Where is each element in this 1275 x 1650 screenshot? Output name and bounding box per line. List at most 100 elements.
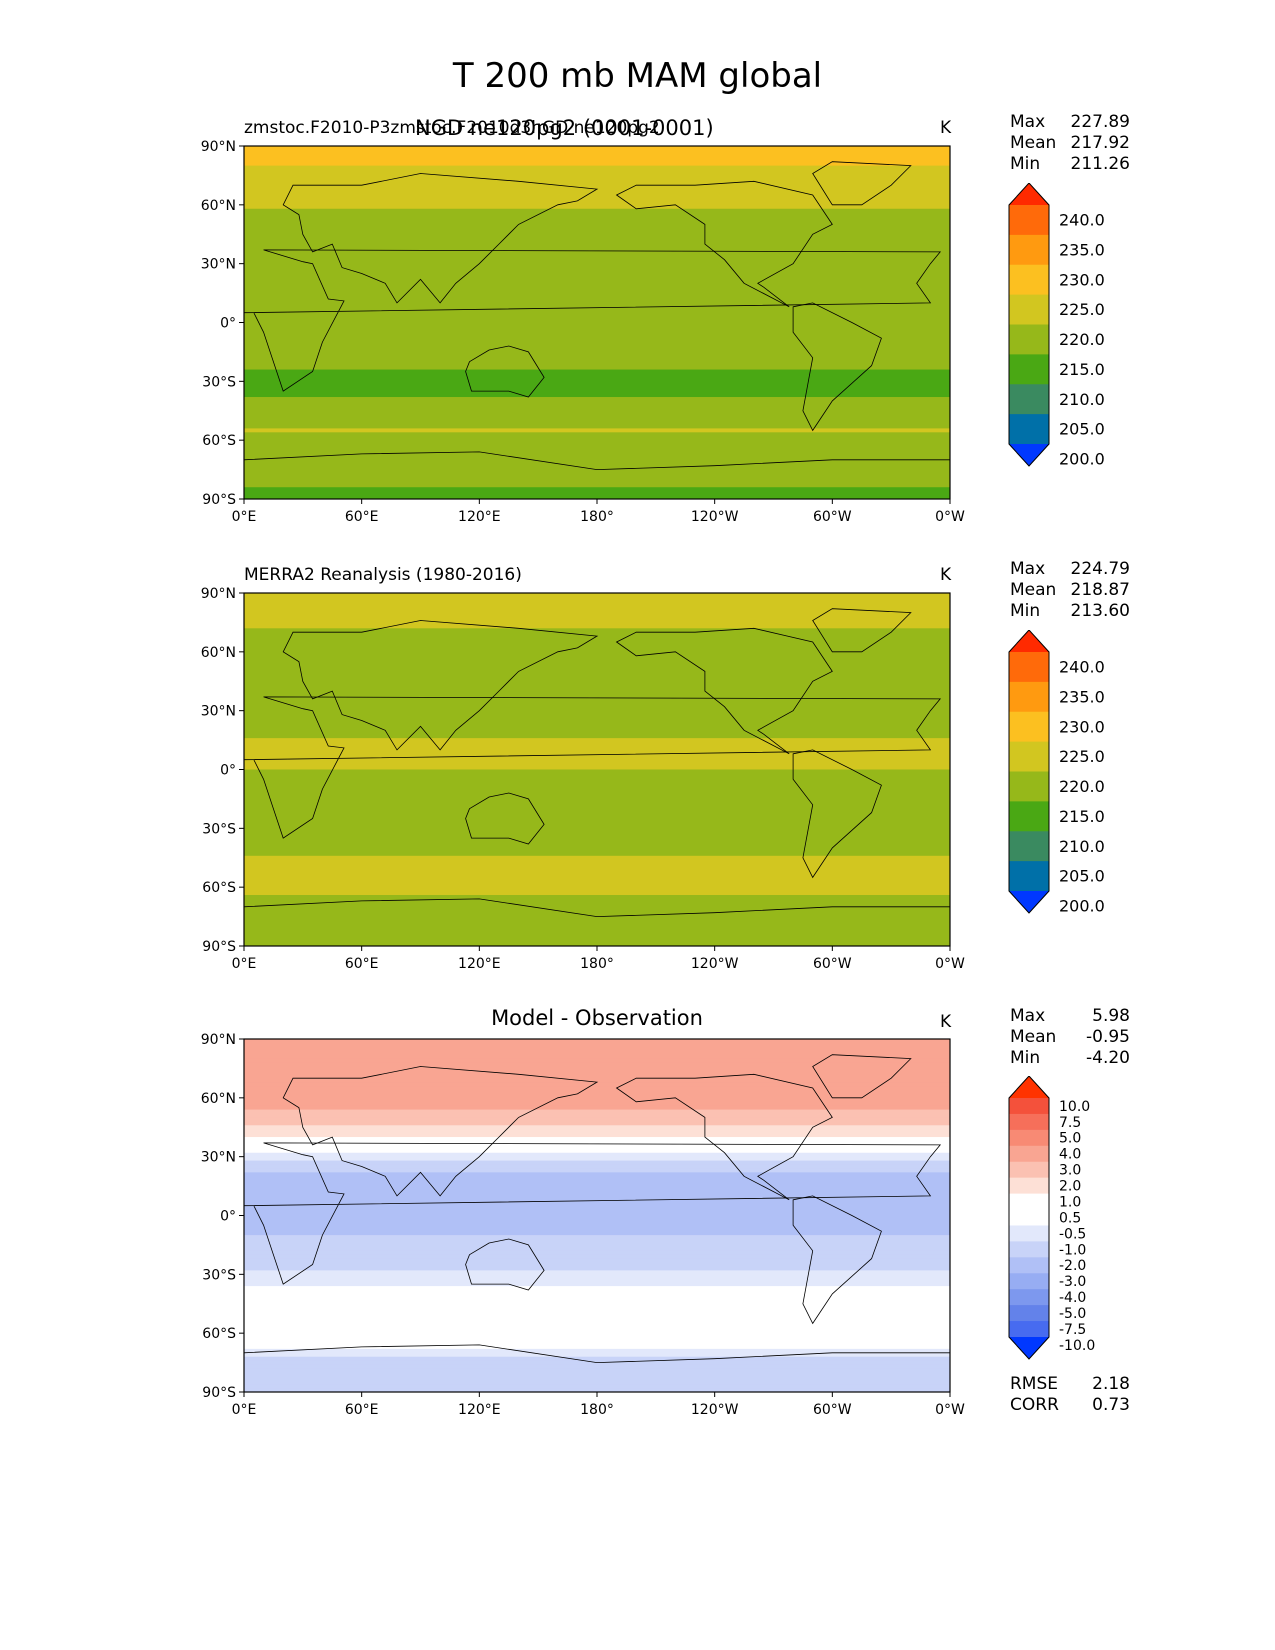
colorbar-tick-label: -5.0 bbox=[1059, 1306, 1086, 1322]
field-band bbox=[244, 1133, 950, 1138]
x-tick-label: 60°E bbox=[345, 956, 379, 972]
coastline bbox=[812, 1054, 912, 1099]
field-band bbox=[244, 1274, 950, 1279]
field-band bbox=[244, 471, 950, 477]
field-band bbox=[244, 1191, 950, 1197]
field-band bbox=[244, 338, 950, 343]
field-band bbox=[244, 1227, 950, 1232]
field-band bbox=[244, 189, 950, 194]
field-band bbox=[244, 448, 950, 453]
y-tick-label: 0° bbox=[220, 763, 236, 779]
field-band bbox=[244, 612, 950, 618]
panel3-center-title: Model - Observation bbox=[491, 1006, 703, 1030]
field-band bbox=[244, 1372, 950, 1377]
colorbar-segment bbox=[1009, 1113, 1049, 1131]
coastline bbox=[465, 345, 545, 398]
field-band bbox=[244, 1203, 950, 1209]
field-band bbox=[244, 342, 950, 347]
y-tick-label: 90°S bbox=[202, 939, 236, 955]
colorbar-tick-label: 200.0 bbox=[1059, 897, 1105, 916]
panel3-corr: 0.73 bbox=[1092, 1395, 1130, 1415]
field-band bbox=[244, 691, 950, 696]
field-band bbox=[244, 702, 950, 708]
field-band bbox=[244, 742, 950, 747]
colorbar-segment bbox=[1009, 1193, 1049, 1211]
field-band bbox=[244, 1348, 950, 1354]
panel1-stat-mean-label: Mean bbox=[1010, 133, 1057, 153]
field-band bbox=[244, 1074, 950, 1079]
colorbar-segment bbox=[1009, 1209, 1049, 1226]
field-band bbox=[244, 212, 950, 218]
field-band bbox=[244, 922, 950, 927]
panel3-colorbar: 10.07.55.04.03.02.01.00.5-0.5-1.0-2.0-3.… bbox=[1008, 1076, 1095, 1360]
panel3-map: 0°E 60°E 120°E 180° 120°W 60°W 0°W 90°N 60°N 30°N… bbox=[201, 1032, 965, 1418]
field-band bbox=[244, 357, 950, 363]
field-band bbox=[244, 1388, 950, 1392]
colorbar-segment bbox=[1009, 1129, 1049, 1147]
y-tick-label: 0° bbox=[220, 316, 236, 332]
colorbar-tick-label: 230.0 bbox=[1059, 270, 1105, 289]
field-band bbox=[244, 781, 950, 786]
x-tick-label: 0°W bbox=[935, 956, 965, 972]
field-band bbox=[244, 1113, 950, 1119]
field-band bbox=[244, 1144, 950, 1150]
coastline bbox=[244, 1142, 942, 1285]
panel2-map: 0°E 60°E 120°E 180° 120°W 60°W 0°W 90°N 60°N 30°N… bbox=[201, 586, 965, 972]
x-tick-label: 180° bbox=[580, 509, 614, 525]
colorbar-tick-label: 230.0 bbox=[1059, 717, 1105, 736]
field-band bbox=[244, 902, 950, 908]
panel3-units: K bbox=[940, 1012, 952, 1032]
field-band bbox=[244, 1333, 950, 1338]
field-band bbox=[244, 385, 950, 390]
field-band bbox=[244, 1293, 950, 1299]
field-band bbox=[244, 279, 950, 284]
panel3-rmse: 2.18 bbox=[1092, 1374, 1130, 1394]
field-band bbox=[244, 926, 950, 931]
colorbar-segment bbox=[1009, 384, 1049, 415]
panel3-corr-label: CORR bbox=[1010, 1395, 1059, 1415]
field-band bbox=[244, 491, 950, 496]
field-band bbox=[244, 710, 950, 716]
field-band bbox=[244, 326, 950, 331]
field-band bbox=[244, 479, 950, 484]
field-band bbox=[244, 369, 950, 375]
colorbar-segment bbox=[1009, 1098, 1049, 1115]
field-band bbox=[244, 393, 950, 398]
panel1-stat-max-label: Max bbox=[1010, 112, 1046, 132]
coastline bbox=[282, 173, 599, 304]
field-band bbox=[244, 177, 950, 182]
field-band bbox=[244, 302, 950, 308]
field-band bbox=[244, 745, 950, 751]
field-band bbox=[244, 671, 950, 676]
colorbar-tick-label: 215.0 bbox=[1059, 360, 1105, 379]
field-band bbox=[244, 879, 950, 884]
colorbar-tick-label: 4.0 bbox=[1059, 1147, 1081, 1163]
field-band bbox=[244, 898, 950, 904]
colorbar-segment bbox=[1009, 741, 1049, 772]
field-band bbox=[244, 287, 950, 292]
field-band bbox=[244, 232, 950, 237]
x-tick-label: 180° bbox=[580, 956, 614, 972]
colorbar-segment bbox=[1009, 354, 1049, 385]
field-band bbox=[244, 875, 950, 880]
x-tick-label: 60°W bbox=[813, 1402, 852, 1418]
field-band bbox=[244, 236, 950, 241]
colorbar-tick-label: 5.0 bbox=[1059, 1131, 1081, 1147]
field-band bbox=[244, 267, 950, 273]
panel1-units: K bbox=[940, 118, 952, 138]
field-band bbox=[244, 1380, 950, 1385]
colorbar-segment bbox=[1009, 205, 1049, 236]
field-band bbox=[244, 683, 950, 688]
field-band bbox=[244, 655, 950, 661]
panel1-left-title: zmstoc.F2010-P3zmstoc.F2010d3hGD ne120pg… bbox=[244, 118, 660, 138]
field-band bbox=[244, 1097, 950, 1103]
coastline bbox=[615, 180, 833, 308]
colorbar-outline bbox=[1008, 1076, 1050, 1360]
field-band bbox=[244, 1297, 950, 1303]
field-band bbox=[244, 1070, 950, 1075]
field-band bbox=[244, 1039, 950, 1044]
coastline bbox=[282, 1066, 599, 1197]
x-tick-label: 0°E bbox=[232, 956, 257, 972]
coastline bbox=[244, 696, 942, 839]
field-band bbox=[244, 1309, 950, 1315]
